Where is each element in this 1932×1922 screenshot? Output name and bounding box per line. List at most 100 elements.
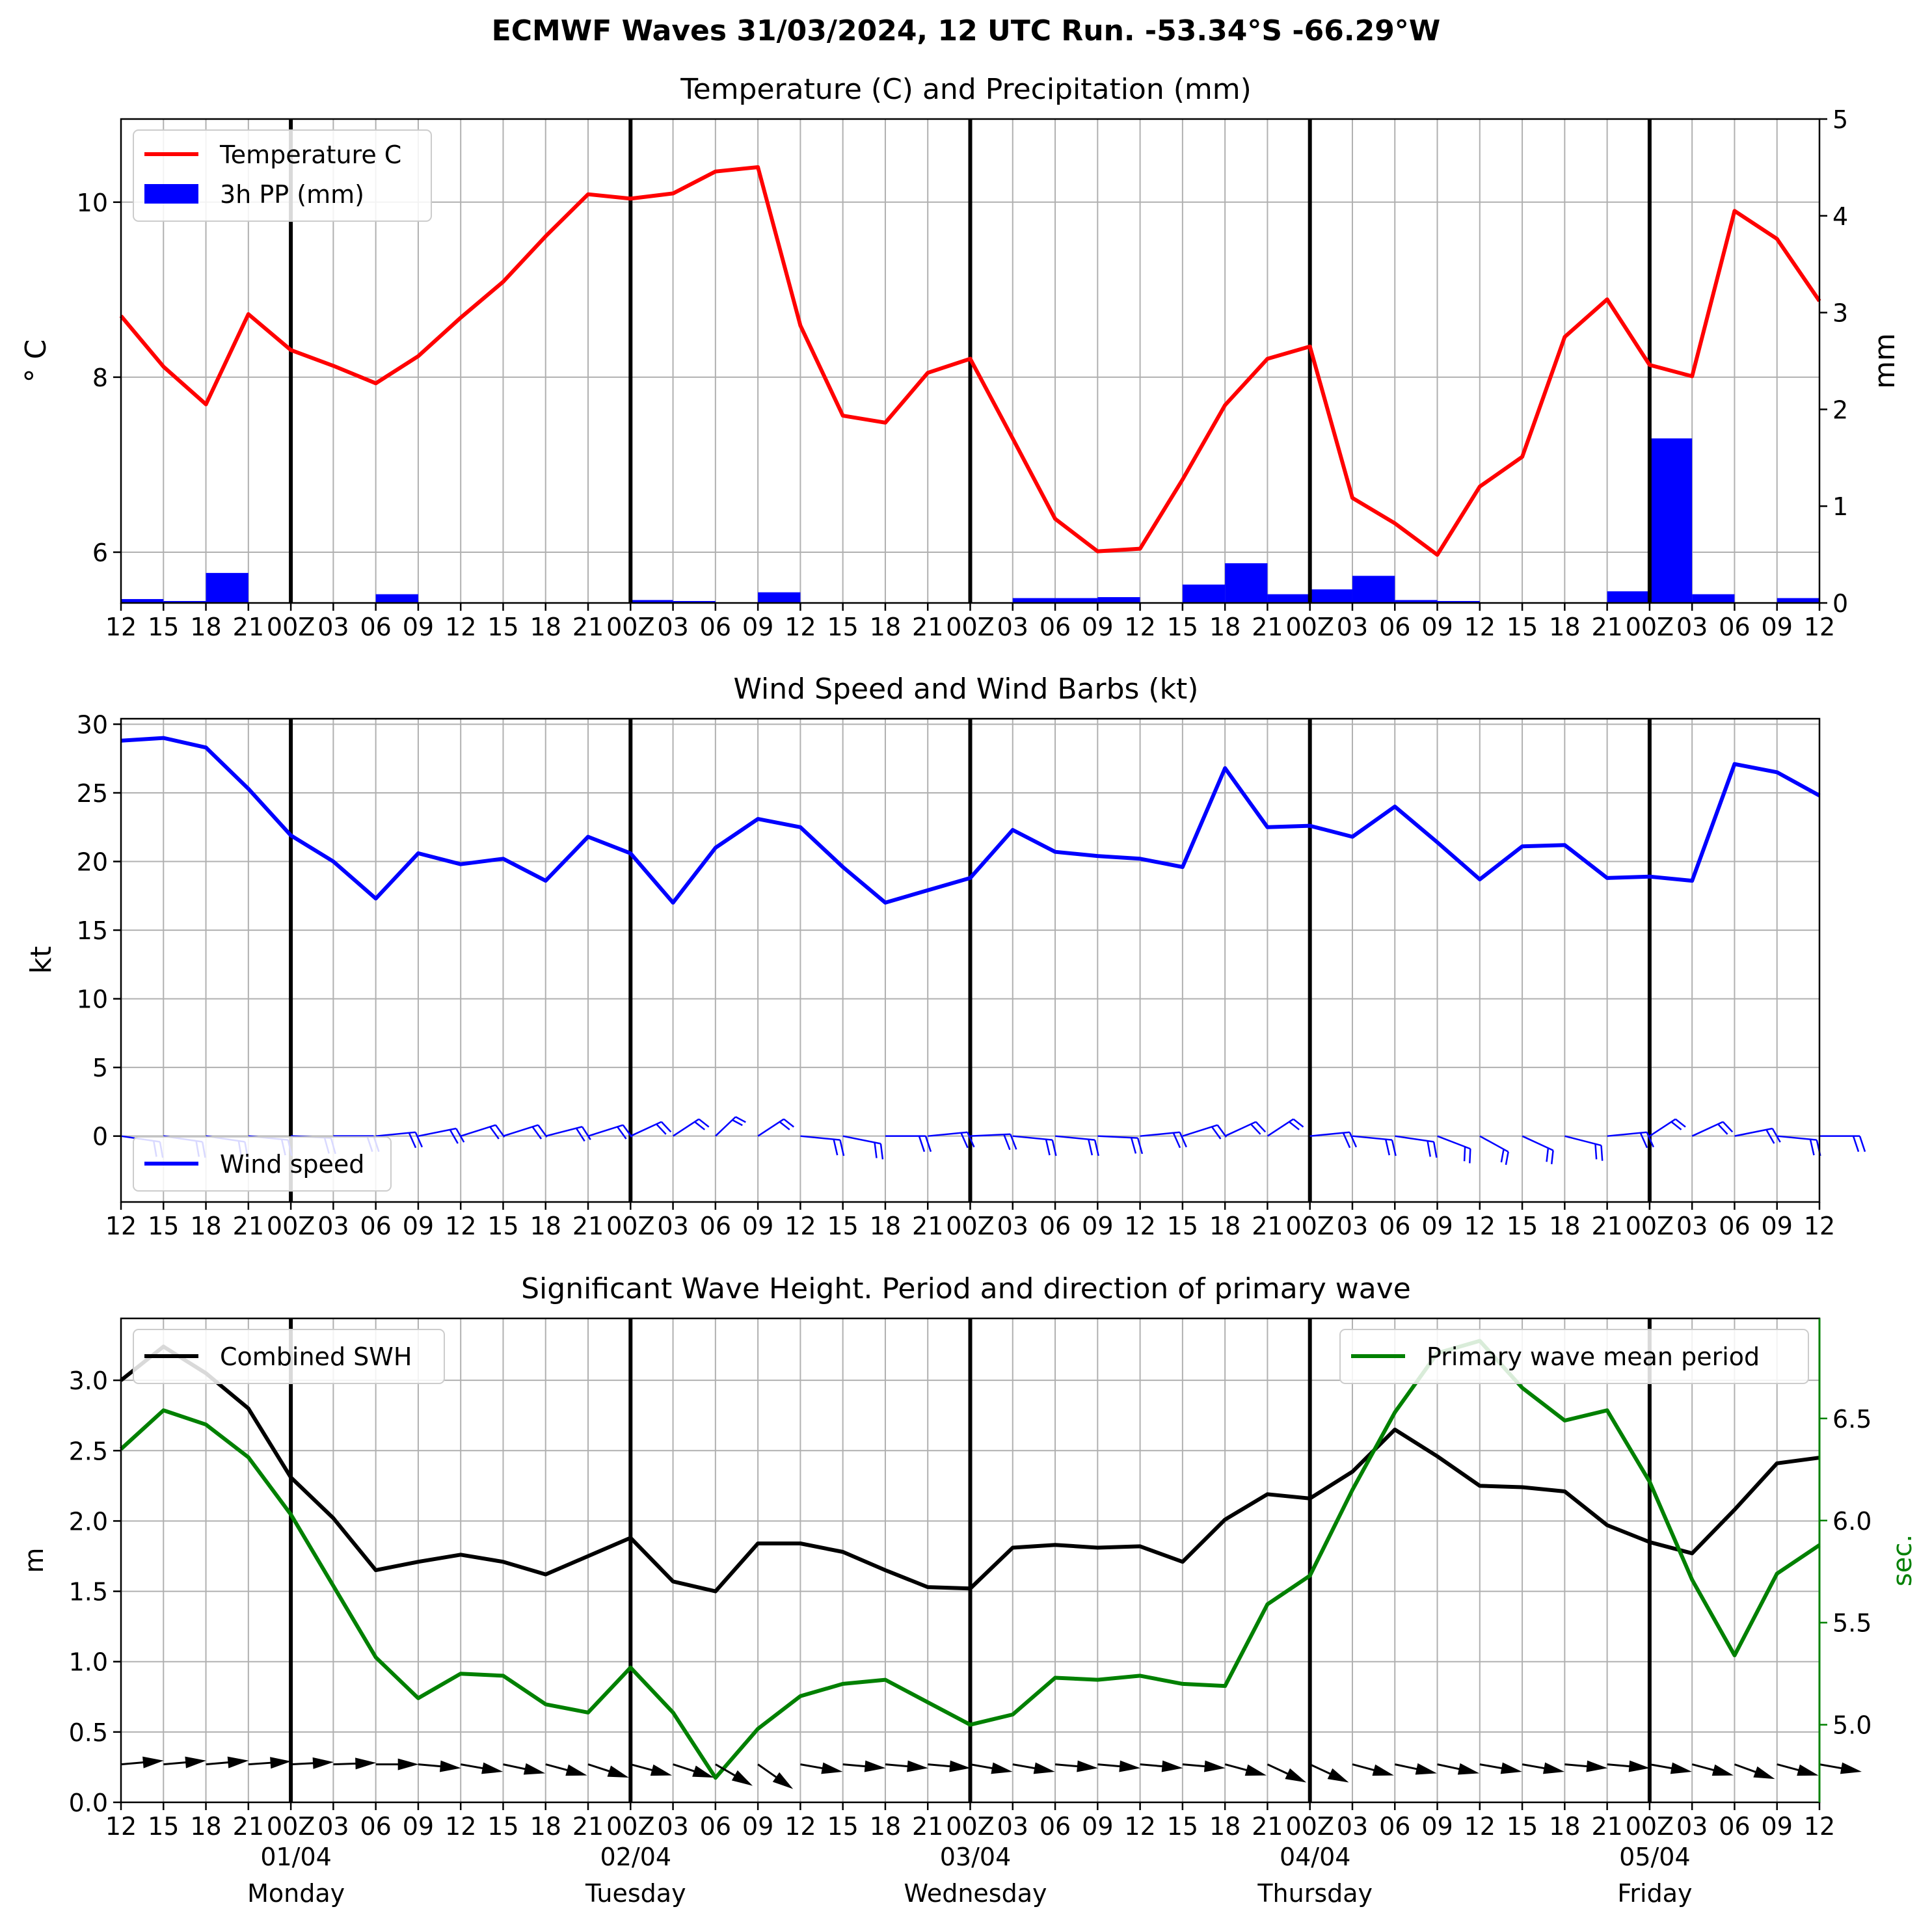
arrow-shaft bbox=[1522, 1763, 1548, 1770]
wind-barb-staff bbox=[503, 1124, 539, 1137]
precip-bar bbox=[1309, 589, 1352, 603]
x-tick-label: 15 bbox=[1167, 613, 1198, 641]
wind-barb-staff bbox=[1564, 1135, 1602, 1147]
x-tick-label: 09 bbox=[1082, 1212, 1113, 1240]
wind-barb-feather bbox=[494, 1124, 505, 1138]
x-tick-label: 15 bbox=[148, 1812, 179, 1841]
x-tick-label: 00Z bbox=[946, 613, 994, 641]
arrow-head bbox=[1711, 1764, 1734, 1776]
x-tick-label: 21 bbox=[572, 613, 604, 641]
wind-barb-feather bbox=[1051, 1140, 1057, 1156]
x-tick-label: 00Z bbox=[946, 1812, 994, 1841]
x-tick-label: 12 bbox=[1124, 613, 1155, 641]
wind-barb-staff bbox=[1309, 1131, 1350, 1137]
day-date-label: 05/04 bbox=[1619, 1843, 1691, 1871]
arrow-shaft bbox=[163, 1761, 190, 1766]
x-tick-label: 03 bbox=[657, 613, 688, 641]
temperature-x-ticks: 12 15 18 21 00Z 03 06 09 12 15 18 21 00Z 03 06 09 12 15 18… bbox=[105, 603, 1835, 641]
wind-barb-staff bbox=[587, 1124, 624, 1137]
arrow-shaft bbox=[1691, 1763, 1718, 1772]
wind-barb-feather bbox=[575, 1127, 585, 1142]
x-tick-label: 09 bbox=[1762, 613, 1793, 641]
x-tick-label: 03 bbox=[317, 1812, 349, 1841]
arrow-shaft bbox=[1734, 1763, 1760, 1774]
wind-barb bbox=[1819, 1135, 1866, 1153]
precip-bar bbox=[1225, 563, 1268, 603]
x-tick-label: 03 bbox=[317, 1212, 349, 1240]
wind-barb-feather bbox=[1469, 1149, 1471, 1164]
wind-barb-staff bbox=[1649, 1118, 1676, 1137]
x-tick-label: 06 bbox=[1379, 1812, 1410, 1841]
arrow-shaft bbox=[545, 1763, 571, 1772]
wind-barb-feather bbox=[1211, 1126, 1222, 1140]
wind-barb bbox=[1479, 1135, 1509, 1166]
x-tick-label: 15 bbox=[487, 1812, 518, 1841]
x-tick-label: 00Z bbox=[1286, 1212, 1334, 1240]
wind-barb-feather bbox=[1384, 1139, 1390, 1156]
wave-direction-arrow bbox=[1777, 1763, 1819, 1776]
wind-barb bbox=[800, 1135, 845, 1156]
wind-barb-feather bbox=[1289, 1121, 1300, 1130]
precip-bar bbox=[1012, 598, 1056, 603]
wind-barb bbox=[970, 1133, 1017, 1151]
period-ylabel: sec. bbox=[1888, 1534, 1918, 1586]
wind-barb-feather bbox=[1550, 1150, 1554, 1164]
wind-barb-feather bbox=[1250, 1123, 1261, 1135]
arrow-shaft bbox=[291, 1762, 317, 1766]
wave-direction-arrow bbox=[120, 1756, 164, 1769]
wave-direction-arrows bbox=[120, 1756, 1862, 1789]
y-tick-label: 1.0 bbox=[69, 1648, 108, 1677]
precip-bars bbox=[121, 438, 1819, 603]
x-tick-label: 03 bbox=[1676, 613, 1708, 641]
wind-barb-feather bbox=[1010, 1134, 1017, 1150]
y2-tick-label: 1 bbox=[1832, 492, 1848, 521]
arrow-head bbox=[1415, 1763, 1437, 1775]
arrow-head bbox=[1244, 1764, 1267, 1776]
wave-direction-arrow bbox=[1607, 1760, 1650, 1772]
arrow-head bbox=[523, 1763, 546, 1775]
wind-barb-feather bbox=[660, 1121, 672, 1133]
legend-swatch-precip bbox=[144, 184, 198, 204]
wind-barb-feather bbox=[874, 1142, 878, 1158]
y2-tick-label: 5.0 bbox=[1832, 1711, 1872, 1740]
wind-barb-feather bbox=[1136, 1138, 1144, 1155]
x-tick-label: 06 bbox=[1719, 1212, 1750, 1240]
x-tick-label: 00Z bbox=[606, 613, 654, 641]
wind-barb-feather bbox=[617, 1126, 627, 1140]
wind-barb bbox=[1140, 1131, 1187, 1149]
y2-tick-label: 2 bbox=[1832, 395, 1848, 424]
temperature-line bbox=[119, 165, 1821, 557]
arrow-shaft bbox=[1394, 1763, 1421, 1771]
precip-bar bbox=[1267, 594, 1310, 603]
arrow-head bbox=[1161, 1760, 1183, 1772]
x-tick-label: 00Z bbox=[1626, 1212, 1674, 1240]
wave-direction-arrow bbox=[928, 1760, 971, 1772]
wind-barb-feather bbox=[1391, 1140, 1397, 1156]
x-tick-label: 06 bbox=[360, 1212, 391, 1240]
arrow-head bbox=[607, 1765, 629, 1778]
day-name-label: Monday bbox=[247, 1879, 345, 1908]
arrow-head bbox=[1285, 1768, 1307, 1783]
x-tick-label: 00Z bbox=[606, 1812, 654, 1841]
arrow-head bbox=[1628, 1760, 1650, 1772]
x-tick-label: 06 bbox=[700, 1212, 731, 1240]
x-tick-label: 06 bbox=[1719, 1812, 1750, 1841]
arrow-head bbox=[1797, 1764, 1819, 1776]
wind-barb-staff bbox=[1777, 1135, 1817, 1141]
wind-barb-feather bbox=[1003, 1134, 1011, 1151]
y-tick-label: 15 bbox=[77, 916, 108, 945]
precip-bar bbox=[1607, 591, 1650, 603]
arrow-shaft bbox=[630, 1763, 656, 1772]
day-name-label: Wednesday bbox=[904, 1879, 1047, 1908]
wave-direction-arrow bbox=[885, 1760, 928, 1772]
y-tick-label: 8 bbox=[92, 364, 108, 392]
x-tick-label: 09 bbox=[1762, 1812, 1793, 1841]
x-tick-label: 00Z bbox=[1286, 1812, 1334, 1841]
wind-barb-feather bbox=[1342, 1132, 1351, 1149]
x-tick-label: 09 bbox=[742, 613, 773, 641]
wind-barb bbox=[630, 1121, 672, 1137]
legend-box bbox=[133, 1136, 392, 1192]
arrow-shaft bbox=[1564, 1763, 1591, 1768]
y2-tick-label: 6.5 bbox=[1832, 1405, 1872, 1434]
wind-barb-feather bbox=[783, 1118, 795, 1128]
